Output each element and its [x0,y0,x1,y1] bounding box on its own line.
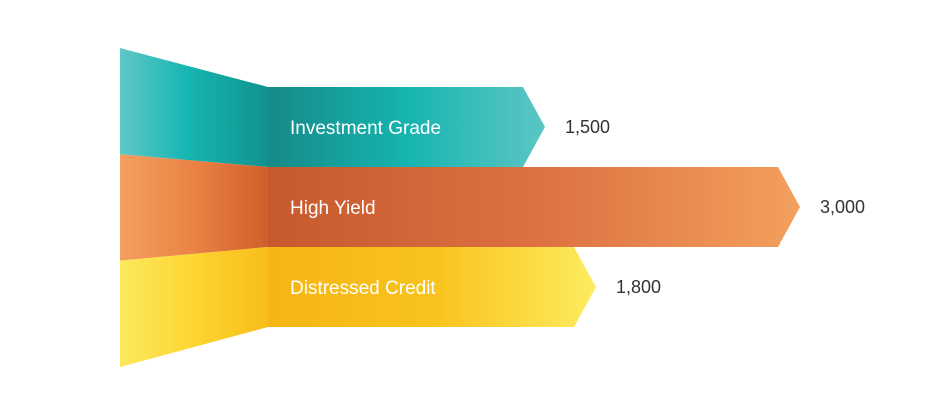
ribbon-1 [120,154,268,261]
ribbon-2 [120,247,268,367]
category-label-0: Investment Grade [290,118,441,139]
category-label-2: Distressed Credit [290,278,436,299]
ribbon-0 [120,48,268,167]
bar-0 [268,87,545,167]
ribbon-layer [120,48,268,367]
value-label-1: 3,000 [820,197,865,217]
bar-1 [268,167,800,247]
bar-2 [268,247,596,327]
bar-layer [268,87,800,327]
value-label-0: 1,500 [565,117,610,137]
label-layer: Investment Grade 1,500 High Yield 3,000 Dist… [290,117,865,299]
category-label-1: High Yield [290,198,376,219]
value-label-2: 1,800 [616,277,661,297]
